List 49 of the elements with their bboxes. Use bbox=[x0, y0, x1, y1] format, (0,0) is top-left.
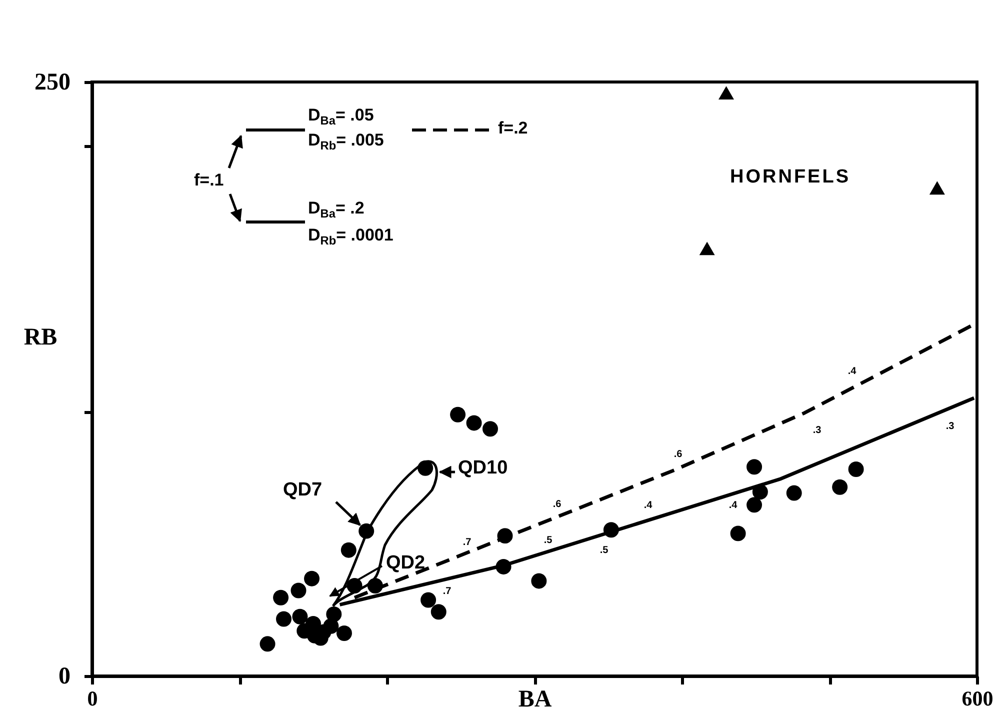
annotation: .3 bbox=[812, 425, 822, 436]
point bbox=[786, 485, 802, 501]
annotation: .7 bbox=[462, 537, 472, 548]
point bbox=[336, 626, 352, 641]
x-tick-label: 600 bbox=[962, 686, 994, 710]
annotation: QD10 bbox=[458, 458, 508, 478]
annotation: D$_{Rb}$= .0001 bbox=[308, 225, 394, 248]
point bbox=[466, 415, 482, 431]
annotation: .5 bbox=[600, 545, 608, 556]
point bbox=[929, 181, 945, 195]
annotation: D$_{Ba}$= .05 bbox=[308, 105, 374, 128]
x-axis-title: BA bbox=[518, 686, 552, 712]
annotation: .6 bbox=[552, 499, 562, 510]
point bbox=[292, 608, 308, 624]
annotation: QD2 bbox=[386, 552, 426, 574]
point bbox=[260, 636, 276, 652]
annotation: HORNFELS bbox=[730, 166, 850, 188]
point bbox=[746, 459, 762, 475]
point bbox=[699, 242, 715, 256]
y-tick-label: 250 bbox=[34, 70, 70, 96]
point bbox=[848, 462, 864, 478]
annotation: D$_{Rb}$= .005 bbox=[308, 130, 384, 153]
point bbox=[718, 86, 734, 100]
y-axis-title: RB bbox=[24, 324, 58, 350]
point bbox=[482, 421, 498, 437]
annotation: f=.1 bbox=[194, 170, 224, 190]
point bbox=[304, 570, 320, 586]
annotation: QD7 bbox=[283, 480, 322, 500]
point bbox=[531, 573, 547, 589]
annotation: .4 bbox=[728, 500, 738, 511]
annotation: .5 bbox=[544, 535, 552, 546]
annotation: .6 bbox=[674, 449, 682, 460]
annotation: D$_{Ba}$= .2 bbox=[308, 198, 364, 221]
point bbox=[746, 497, 762, 513]
point bbox=[276, 611, 292, 627]
annotation: .7 bbox=[442, 586, 452, 597]
annotation: f=.2 bbox=[498, 118, 528, 138]
point bbox=[430, 604, 446, 620]
point bbox=[420, 592, 436, 608]
annotation: .4 bbox=[644, 500, 652, 511]
annotation: .4 bbox=[848, 366, 856, 377]
point bbox=[450, 406, 466, 422]
point bbox=[290, 582, 306, 598]
point bbox=[323, 618, 339, 634]
point bbox=[730, 526, 746, 542]
point bbox=[340, 542, 356, 558]
point bbox=[832, 479, 848, 495]
annotation: .3 bbox=[946, 421, 954, 432]
point bbox=[273, 590, 289, 606]
